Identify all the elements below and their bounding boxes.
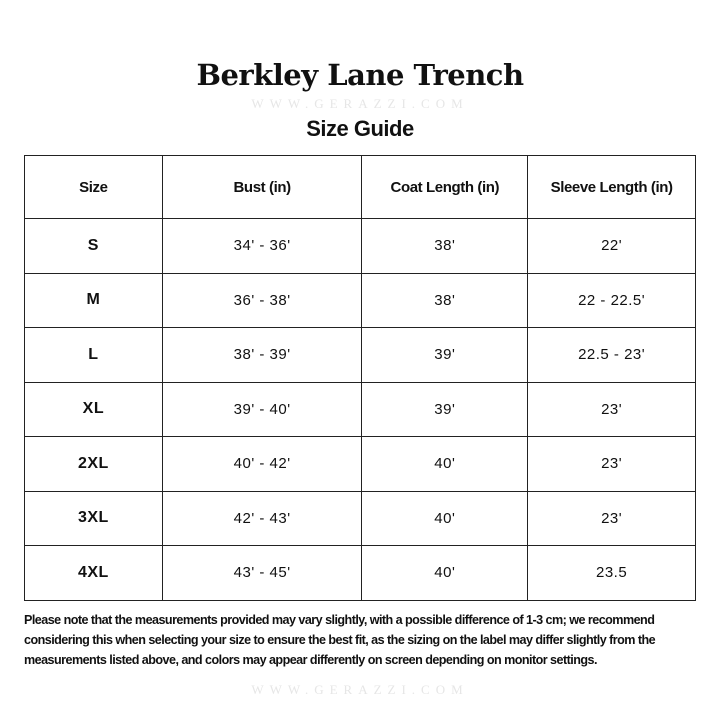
- cell-bust: 43' - 45': [161, 545, 363, 601]
- cell-bust: 36' - 38': [161, 272, 363, 328]
- cell-bust: 40' - 42': [161, 436, 363, 492]
- cell-coat-length: 40': [361, 436, 529, 492]
- header-size: Size: [24, 155, 163, 219]
- cell-size: 2XL: [24, 436, 163, 492]
- table-row: 4XL 43' - 45' 40' 23.5: [24, 545, 696, 601]
- cell-sleeve-length: 22': [527, 218, 696, 274]
- table-header-row: Size Bust (in) Coat Length (in) Sleeve L…: [24, 155, 696, 219]
- cell-sleeve-length: 22.5 - 23': [527, 327, 696, 383]
- page-title: Berkley Lane Trench: [196, 58, 524, 92]
- table-row: L 38' - 39' 39' 22.5 - 23': [24, 327, 696, 383]
- size-table: Size Bust (in) Coat Length (in) Sleeve L…: [24, 155, 696, 601]
- cell-sleeve-length: 22 - 22.5': [527, 272, 696, 328]
- cell-coat-length: 40': [361, 545, 529, 601]
- cell-bust: 39' - 40': [161, 381, 363, 437]
- cell-size: 4XL: [24, 545, 163, 601]
- cell-coat-length: 40': [361, 490, 529, 546]
- cell-size: S: [24, 218, 163, 274]
- disclaimer-note: Please note that the measurements provid…: [24, 613, 656, 667]
- table-row: S 34' - 36' 38' 22': [24, 218, 696, 274]
- cell-sleeve-length: 23': [527, 490, 696, 546]
- cell-coat-length: 38': [361, 272, 529, 328]
- table-row: M 36' - 38' 38' 22 - 22.5': [24, 272, 696, 328]
- watermark-bottom: WWW.GERAZZI.COM: [251, 682, 469, 697]
- cell-sleeve-length: 23.5: [527, 545, 696, 601]
- cell-size: XL: [24, 381, 163, 437]
- cell-sleeve-length: 23': [527, 381, 696, 437]
- table-row: 2XL 40' - 42' 40' 23': [24, 436, 696, 492]
- table-row: 3XL 42' - 43' 40' 23': [24, 490, 696, 546]
- cell-bust: 34' - 36': [161, 218, 363, 274]
- header-sleeve-length: Sleeve Length (in): [527, 155, 696, 219]
- cell-bust: 38' - 39': [161, 327, 363, 383]
- cell-coat-length: 39': [361, 327, 529, 383]
- cell-size: 3XL: [24, 490, 163, 546]
- cell-coat-length: 38': [361, 218, 529, 274]
- cell-size: M: [24, 272, 163, 328]
- cell-size: L: [24, 327, 163, 383]
- header-coat-length: Coat Length (in): [361, 155, 529, 219]
- cell-coat-length: 39': [361, 381, 529, 437]
- cell-bust: 42' - 43': [161, 490, 363, 546]
- header-bust: Bust (in): [161, 155, 363, 219]
- page-subtitle: Size Guide: [306, 116, 414, 141]
- table-row: XL 39' - 40' 39' 23': [24, 381, 696, 437]
- cell-sleeve-length: 23': [527, 436, 696, 492]
- watermark: WWW.GERAZZI.COM: [251, 96, 469, 111]
